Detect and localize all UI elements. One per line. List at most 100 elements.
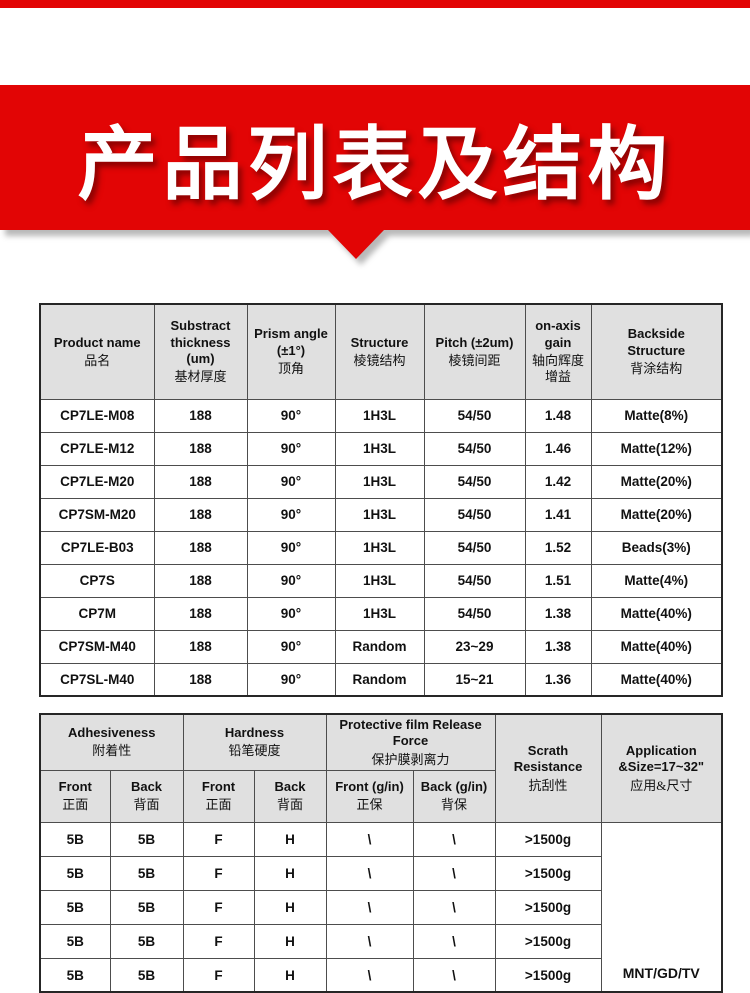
product-name-cell: CP7SM-M20 — [39, 497, 155, 532]
group-header-en: Protective film Release Force — [339, 717, 482, 749]
table-cell: F — [182, 889, 255, 925]
table-cell: F — [182, 821, 255, 857]
application-cell: MNT/GD/TV — [600, 821, 723, 993]
group-header-en: Adhesiveness — [68, 725, 156, 741]
table-cell: F — [182, 957, 255, 993]
table-cell: Matte(40%) — [590, 596, 723, 631]
table-cell: H — [253, 855, 327, 891]
product-name-cell: CP7LE-M08 — [39, 398, 155, 433]
table-cell: \ — [325, 889, 414, 925]
group-header-zh: 附着性 — [92, 743, 132, 759]
table-cell: \ — [325, 855, 414, 891]
physical-properties-table: Adhesiveness 附着性 Hardness 铅笔硬度 Protective … — [39, 713, 724, 993]
table-cell: 1H3L — [334, 464, 425, 499]
col-header-zh: 基材厚度 — [174, 369, 227, 384]
table-cell: 188 — [153, 596, 248, 631]
group-header-en: Hardness — [224, 725, 285, 741]
sub-header-en: Front — [201, 779, 236, 794]
table-cell: Matte(40%) — [590, 629, 723, 664]
table-cell: 188 — [153, 563, 248, 598]
table-cell: >1500g — [494, 889, 602, 925]
table-row: CP7SM-M40 188 90° Random 23~29 1.38 Matte(40%) — [39, 629, 723, 664]
table-row: CP7M 188 90° 1H3L 54/50 1.38 Matte(40%) — [39, 596, 723, 631]
table-cell: 1H3L — [334, 530, 425, 565]
product-name-cell: CP7M — [39, 596, 155, 631]
table-cell: 1.52 — [524, 530, 592, 565]
table-cell: \ — [325, 957, 414, 993]
table-cell: 5B — [109, 855, 184, 891]
table-row: CP7LE-B03 188 90° 1H3L 54/50 1.52 Beads(3%) — [39, 530, 723, 565]
table-cell: Beads(3%) — [590, 530, 723, 565]
sub-header-zh: 背面 — [133, 797, 160, 813]
table-row: CP7S 188 90° 1H3L 54/50 1.51 Matte(4%) — [39, 563, 723, 598]
table-cell: Matte(20%) — [590, 464, 723, 499]
table-cell: 54/50 — [423, 596, 526, 631]
table-cell: 1.46 — [524, 431, 592, 466]
table-row: 5B 5B F H \ \ >1500g — [39, 923, 722, 959]
col-header-substrate-thickness: Substract thickness (um) 基材厚度 — [153, 303, 248, 400]
sub-header-row: Front 正面 Back 背面 Front 正面 Back 背面 Front (g/i… — [39, 769, 722, 823]
table-cell: 54/50 — [423, 530, 526, 565]
sub-header-en: Back — [130, 779, 163, 794]
table-cell: \ — [412, 889, 496, 925]
col-header-scratch-resistance: Scrath Resistance 抗刮性 — [494, 713, 602, 823]
product-name-cell: CP7LE-B03 — [39, 530, 155, 565]
sub-header-zh: 正保 — [356, 797, 383, 813]
product-name-cell: CP7LE-M20 — [39, 464, 155, 499]
table-cell: 90° — [246, 530, 336, 565]
col-header-structure: Structure 棱镜结构 — [334, 303, 425, 400]
table-header-row: Product name 品名 Substract thickness (um) 基… — [39, 303, 723, 400]
table-cell: 90° — [246, 431, 336, 466]
table-cell: Matte(8%) — [590, 398, 723, 433]
table-cell: 1.42 — [524, 464, 592, 499]
table-cell: 188 — [153, 464, 248, 499]
table-cell: \ — [325, 923, 414, 959]
table-cell: 188 — [153, 497, 248, 532]
col-header-zh: 棱镜间距 — [448, 352, 501, 368]
col-header-prism-angle: Prism angle (±1°) 顶角 — [246, 303, 336, 400]
table-cell: >1500g — [494, 855, 602, 891]
table-cell: 1.41 — [524, 497, 592, 532]
table-cell: >1500g — [494, 821, 602, 857]
table-row: CP7LE-M12 188 90° 1H3L 54/50 1.46 Matte(12%) — [39, 431, 723, 466]
col-header-en: on-axis gain — [535, 318, 581, 350]
col-header-zh: 应用&尺寸 — [630, 777, 693, 793]
table-cell: 1.38 — [524, 596, 592, 631]
table-cell: H — [253, 889, 327, 925]
col-header-en: Substract thickness (um) — [170, 318, 231, 366]
table-cell: 5B — [109, 923, 184, 959]
table-cell: 1H3L — [334, 497, 425, 532]
table-cell: 54/50 — [423, 398, 526, 433]
table-cell: F — [182, 923, 255, 959]
group-header-hardness: Hardness 铅笔硬度 — [182, 713, 327, 771]
table-row: 5B 5B F H \ \ >1500g — [39, 855, 722, 891]
table-cell: 90° — [246, 464, 336, 499]
table-cell: 188 — [153, 662, 248, 697]
table-cell: \ — [412, 821, 496, 857]
product-name-cell: CP7S — [39, 563, 155, 598]
table-cell: 1H3L — [334, 431, 425, 466]
col-header-en: Backside Structure — [627, 326, 686, 358]
col-header-en: Scrath Resistance — [513, 743, 583, 775]
table-cell: 90° — [246, 629, 336, 664]
table-cell: 90° — [246, 596, 336, 631]
sub-header-en: Back — [274, 779, 306, 794]
table-row: 5B 5B F H \ \ >1500g MNT/GD/TV — [39, 821, 723, 993]
table-cell: 188 — [153, 629, 248, 664]
banner-rectangle: 产品列表及结构 — [0, 85, 750, 230]
product-name-cell: CP7SL-M40 — [39, 662, 155, 697]
group-header-zh: 保护膜剥离力 — [371, 751, 450, 767]
table-cell: 54/50 — [423, 563, 526, 598]
table-cell: 5B — [109, 889, 184, 925]
banner-pointer-triangle — [328, 230, 384, 259]
product-name-cell: CP7SM-M40 — [39, 629, 155, 664]
table-cell: Matte(12%) — [590, 431, 723, 466]
sub-header-hardness-front: Front 正面 — [182, 769, 255, 823]
table-cell: 54/50 — [423, 431, 526, 466]
table-cell: 5B — [39, 889, 111, 925]
table-cell: 1H3L — [334, 398, 425, 433]
sub-header-en: Back (g/in) — [420, 779, 488, 794]
table-row: 5B 5B F H \ \ >1500g — [39, 889, 722, 925]
table-cell: \ — [412, 957, 496, 993]
col-header-zh: 顶角 — [277, 360, 304, 376]
